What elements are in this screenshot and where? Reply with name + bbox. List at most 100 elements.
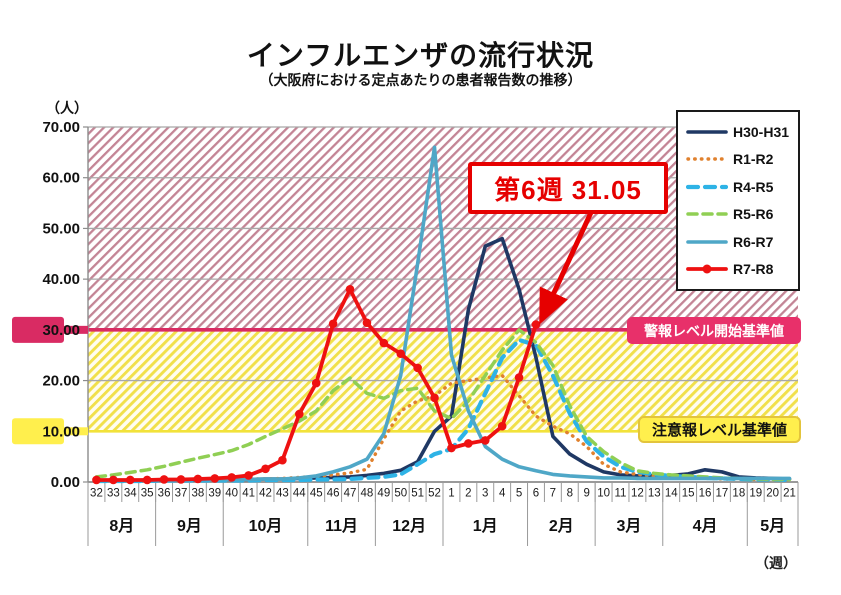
month-label: 12月 — [392, 517, 426, 535]
y-axis-unit-label: （人） — [46, 100, 88, 116]
data-point-R7-R8-w2 — [464, 439, 473, 448]
data-point-R7-R8-w41 — [244, 471, 253, 480]
data-point-R7-R8-w4 — [497, 421, 507, 431]
week-label: 45 — [310, 488, 323, 500]
data-point-R7-R8-w49 — [379, 338, 389, 348]
legend-label-R7-R8: R7-R8 — [733, 261, 774, 278]
data-point-R7-R8-w5 — [514, 373, 524, 382]
week-label: 9 — [583, 488, 589, 500]
month-label: 5月 — [760, 517, 785, 535]
week-label: 32 — [90, 488, 103, 500]
data-point-R7-R8-w37 — [176, 475, 186, 484]
data-point-R7-R8-w34 — [125, 475, 135, 485]
legend-label-H30-H31: H30-H31 — [733, 123, 790, 140]
annotation-arrow — [539, 204, 597, 325]
week-label: 46 — [327, 488, 340, 500]
page-subtitle: （大阪府における定点あたりの患者報告数の推移） — [259, 72, 582, 88]
week-label: 19 — [749, 488, 762, 500]
week-label: 33 — [107, 488, 120, 500]
week-label: 14 — [665, 488, 678, 500]
data-point-R7-R8-w39 — [210, 474, 220, 483]
legend-swatch-R4-R5 — [686, 184, 728, 189]
week-label: 13 — [648, 488, 661, 500]
data-point-R7-R8-w42 — [261, 464, 270, 474]
data-point-R7-R8-w38 — [193, 474, 203, 484]
week-label: 39 — [208, 488, 221, 500]
data-point-R7-R8-w48 — [362, 318, 372, 328]
week-label: 15 — [682, 488, 695, 500]
week-label: 7 — [550, 488, 556, 500]
week-label: 35 — [141, 488, 154, 500]
y-tick-label: 60.00 — [42, 170, 80, 187]
week-label: 49 — [377, 488, 390, 500]
week-label: 3 — [482, 488, 488, 500]
week-label: 51 — [411, 488, 424, 500]
week-label: 17 — [716, 488, 729, 500]
week-label: 20 — [766, 488, 779, 500]
y-tick-label: 10.00 — [42, 423, 80, 440]
week-label: 6 — [533, 488, 539, 500]
legend-item-R1-R2: R1-R2 — [686, 151, 794, 167]
legend-item-R5-R6: R5-R6 — [686, 206, 794, 222]
week-label: 18 — [732, 488, 745, 500]
data-point-R7-R8-w36 — [159, 475, 169, 484]
week-label: 42 — [259, 488, 272, 500]
y-tick-label: 70.00 — [42, 119, 80, 136]
week-label: 48 — [361, 488, 374, 500]
week-label: 50 — [394, 488, 407, 500]
data-point-R7-R8-w6 — [531, 320, 541, 329]
legend-swatch-R6-R7 — [686, 239, 728, 244]
y-tick-label: 20.00 — [42, 373, 80, 390]
week-label: 2 — [465, 488, 471, 500]
y-tick-label: 40.00 — [42, 271, 80, 288]
data-point-R7-R8-w50 — [396, 349, 406, 358]
caution-threshold-label: 注意報レベル基準値 — [638, 416, 801, 443]
y-tick-label: 50.00 — [42, 220, 80, 237]
month-label: 4月 — [693, 517, 718, 535]
data-point-R7-R8-w33 — [109, 475, 118, 485]
week-label: 38 — [191, 488, 204, 500]
week-label: 37 — [175, 488, 188, 500]
week-label: 44 — [293, 488, 306, 500]
legend-label-R6-R7: R6-R7 — [733, 233, 774, 250]
legend-label-R1-R2: R1-R2 — [733, 151, 774, 168]
legend-item-R7-R8: R7-R8 — [686, 261, 794, 277]
page-title: インフルエンザの流行状況 — [246, 40, 595, 71]
week-label: 1 — [448, 488, 454, 500]
alert-threshold-label: 警報レベル開始基準値 — [627, 317, 801, 344]
legend-swatch-H30-H31 — [686, 129, 728, 134]
month-label: 11月 — [325, 517, 358, 535]
week-label: 10 — [597, 488, 610, 500]
week-label: 41 — [242, 488, 255, 500]
data-point-R7-R8-w51 — [413, 363, 422, 373]
legend-label-R5-R6: R5-R6 — [733, 206, 774, 223]
week-label: 47 — [344, 488, 357, 500]
month-label: 3月 — [616, 517, 641, 535]
week-label: 40 — [225, 488, 238, 500]
month-label: 9月 — [177, 517, 202, 535]
legend-swatch-R1-R2 — [686, 157, 728, 161]
week-label: 8 — [567, 488, 573, 500]
annotation-callout: 第6週 31.05 — [468, 162, 668, 214]
alert-ytick-highlight — [12, 316, 64, 343]
data-point-R7-R8-w40 — [227, 473, 236, 482]
series-line-R5-R6 — [94, 328, 792, 482]
data-point-R7-R8-w35 — [142, 475, 152, 485]
week-label: 4 — [499, 488, 506, 500]
data-point-R7-R8-w43 — [278, 455, 287, 465]
data-point-R7-R8-w46 — [328, 319, 338, 329]
data-point-R7-R8-w52 — [430, 393, 439, 403]
data-point-R7-R8-w44 — [295, 409, 304, 419]
legend-swatch-R7-R8 — [686, 264, 728, 274]
week-label: 36 — [158, 488, 171, 500]
week-label: 16 — [699, 488, 712, 500]
caution-ytick-highlight — [12, 418, 64, 445]
data-point-R7-R8-w47 — [345, 284, 355, 294]
month-label: 2月 — [549, 517, 574, 535]
data-point-R7-R8-w3 — [480, 436, 490, 445]
week-label: 52 — [428, 488, 441, 500]
legend-swatch-R5-R6 — [686, 212, 728, 216]
month-label: 10月 — [249, 517, 283, 535]
